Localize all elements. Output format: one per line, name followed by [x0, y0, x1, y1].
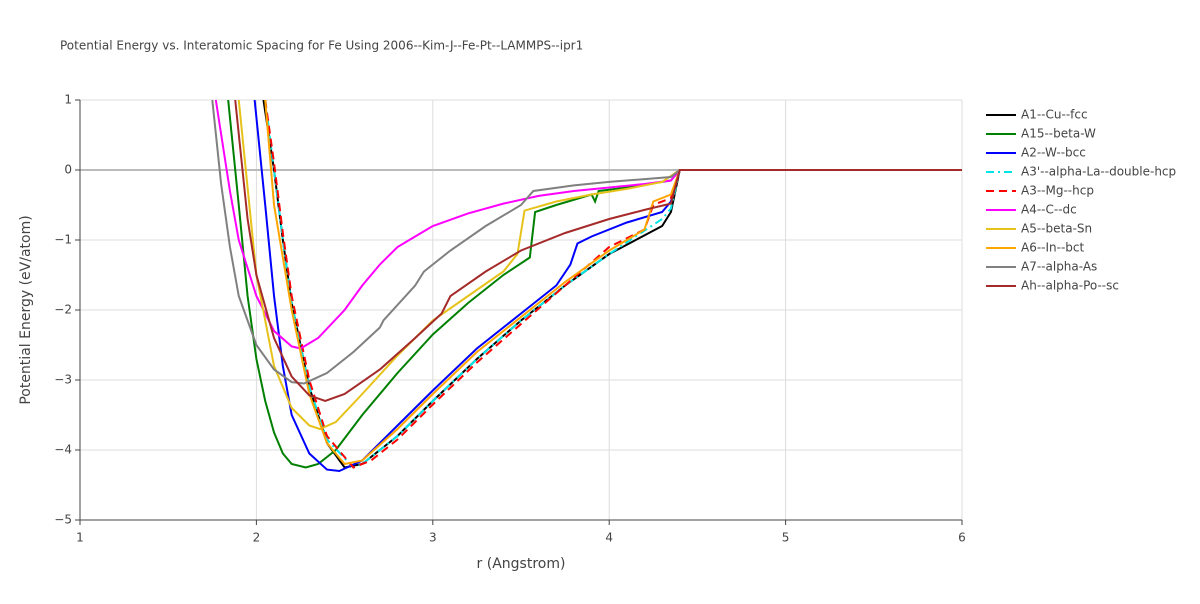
series-line — [264, 100, 962, 469]
legend-label: A2--W--bcc — [1021, 146, 1086, 160]
legend-label: A6--In--bct — [1021, 241, 1085, 255]
legend-label: A7--alpha-As — [1021, 260, 1097, 274]
plot-area — [211, 100, 962, 473]
series-line — [227, 100, 962, 469]
grid — [79, 99, 963, 521]
y-tick-label: −4 — [54, 443, 72, 457]
x-tick-label: 1 — [76, 531, 84, 545]
axes: 1 2 3 4 5 6 −5 −4 −3 −2 −1 0 1 — [54, 93, 966, 545]
series-line — [214, 100, 962, 350]
x-tick-label: 6 — [958, 531, 966, 545]
series-line — [262, 100, 962, 469]
x-tick-label: 5 — [782, 531, 790, 545]
x-tick-label: 4 — [605, 531, 613, 545]
legend-label: A5--beta-Sn — [1021, 222, 1092, 236]
series-line — [264, 100, 962, 466]
chart-title: Potential Energy vs. Interatomic Spacing… — [60, 39, 583, 53]
y-tick-label: −1 — [54, 233, 72, 247]
legend-label: A15--beta-W — [1021, 127, 1096, 141]
legend-label: A1--Cu--fcc — [1021, 108, 1088, 122]
x-axis-title: r (Angstrom) — [477, 556, 566, 572]
y-axis-title: Potential Energy (eV/atom) — [18, 215, 34, 404]
x-tick-label: 2 — [253, 531, 261, 545]
legend-label: A4--C--dc — [1021, 203, 1077, 217]
y-tick-label: −2 — [54, 303, 72, 317]
y-tick-label: 1 — [64, 93, 72, 107]
legend-label: Ah--alpha-Po--sc — [1021, 279, 1119, 293]
y-tick-label: 0 — [64, 163, 72, 177]
y-tick-label: −3 — [54, 373, 72, 387]
series-line — [237, 100, 962, 431]
legend-label: A3'--alpha-La--double-hcp — [1021, 165, 1176, 179]
series-line — [253, 100, 962, 473]
series-line — [264, 100, 962, 469]
series-line — [234, 100, 962, 403]
legend: A1--Cu--fcc A15--beta-W A2--W--bcc A3'--alp… — [986, 108, 1176, 293]
legend-label: A3--Mg--hcp — [1021, 184, 1094, 198]
series-line — [211, 100, 962, 385]
x-tick-label: 3 — [429, 531, 437, 545]
y-tick-label: −5 — [54, 513, 72, 527]
